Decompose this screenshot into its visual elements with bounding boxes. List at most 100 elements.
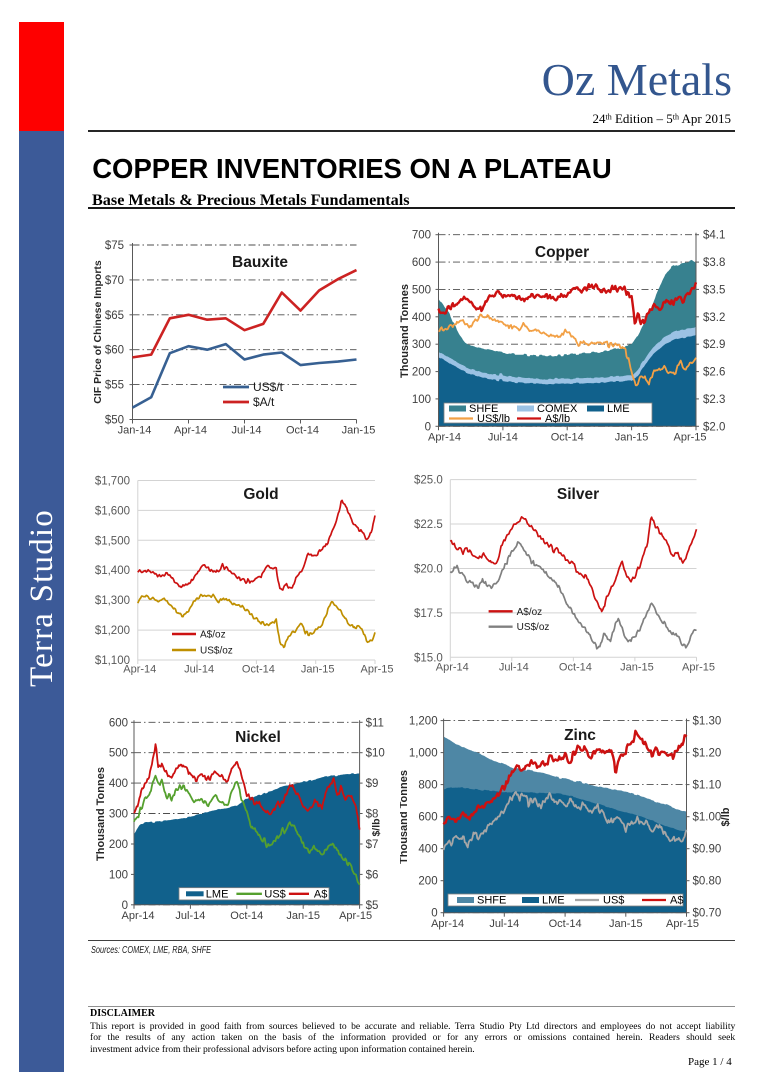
svg-text:0: 0 [431,908,437,920]
svg-text:SHFE: SHFE [469,403,498,415]
svg-text:$22.5: $22.5 [414,519,443,531]
svg-text:100: 100 [109,869,128,881]
svg-text:$1,500: $1,500 [95,535,130,547]
svg-text:Jul-14: Jul-14 [175,910,205,922]
svg-text:$7: $7 [366,839,379,851]
svg-text:$1,100: $1,100 [95,655,130,667]
svg-text:$0.70: $0.70 [693,908,722,920]
svg-text:$1,700: $1,700 [95,476,130,488]
svg-text:$15.0: $15.0 [414,652,443,664]
svg-text:0: 0 [425,421,431,433]
svg-text:$1,300: $1,300 [95,595,130,607]
svg-text:$70: $70 [105,275,124,287]
svg-text:100: 100 [412,394,431,406]
svg-text:Apr-15: Apr-15 [666,918,699,930]
svg-text:$0.80: $0.80 [693,876,722,888]
svg-text:Thousand Tonnes: Thousand Tonnes [400,284,411,378]
svg-text:Jul-14: Jul-14 [489,918,519,930]
svg-text:Oct-14: Oct-14 [242,664,275,676]
svg-text:Apr-14: Apr-14 [174,425,207,437]
svg-text:$50: $50 [105,415,124,427]
svg-text:$1.30: $1.30 [693,716,722,728]
svg-text:US$/lb: US$/lb [477,413,510,425]
svg-text:Nickel: Nickel [235,729,281,746]
svg-text:Bauxite: Bauxite [232,254,288,271]
svg-text:Copper: Copper [535,244,589,261]
svg-text:Oct-14: Oct-14 [286,425,319,437]
svg-text:$75: $75 [105,240,124,252]
svg-text:$5: $5 [366,900,379,912]
svg-text:200: 200 [109,839,128,851]
svg-text:$2.0: $2.0 [703,421,725,433]
svg-text:A$: A$ [670,895,683,907]
svg-text:$4.1: $4.1 [703,230,725,242]
svg-text:$/lb: $/lb [720,807,732,826]
svg-text:600: 600 [109,717,128,729]
svg-text:$10: $10 [366,748,385,760]
svg-text:$A/t: $A/t [253,395,275,409]
svg-text:A$: A$ [314,888,327,900]
svg-text:Zinc: Zinc [564,727,596,744]
svg-text:$1.00: $1.00 [693,812,722,824]
svg-text:Apr-15: Apr-15 [682,661,715,673]
svg-text:$6: $6 [366,869,379,881]
svg-text:700: 700 [412,230,431,242]
svg-text:Jul-14: Jul-14 [232,425,262,437]
svg-text:Oct-14: Oct-14 [230,910,263,922]
svg-text:Jan-15: Jan-15 [620,661,654,673]
svg-text:1,000: 1,000 [409,748,438,760]
svg-text:Apr-14: Apr-14 [436,661,469,673]
svg-text:$25.0: $25.0 [414,475,443,487]
svg-text:Gold: Gold [243,486,278,503]
svg-text:$2.3: $2.3 [703,394,725,406]
svg-text:500: 500 [412,284,431,296]
svg-text:US$/t: US$/t [253,380,284,394]
svg-text:400: 400 [418,844,437,856]
svg-text:Jul-14: Jul-14 [499,661,529,673]
svg-text:$1.20: $1.20 [693,748,722,760]
svg-text:$2.9: $2.9 [703,339,725,351]
svg-text:CIF Price of Chinese Imports: CIF Price of Chinese Imports [92,260,104,404]
svg-text:$1.10: $1.10 [693,780,722,792]
svg-text:$11: $11 [366,717,384,729]
svg-text:$60: $60 [105,345,124,357]
svg-text:$3.5: $3.5 [703,284,725,296]
svg-text:600: 600 [412,257,431,269]
svg-text:$1,200: $1,200 [95,625,130,637]
svg-text:Apr-14: Apr-14 [428,431,461,443]
svg-text:200: 200 [418,876,437,888]
svg-text:Jan-15: Jan-15 [609,918,643,930]
svg-text:$2.6: $2.6 [703,367,725,379]
svg-text:Oct-14: Oct-14 [559,661,592,673]
svg-text:A$/lb: A$/lb [545,413,570,425]
svg-text:LME: LME [607,403,630,415]
svg-text:US$: US$ [603,895,624,907]
svg-text:Jan-14: Jan-14 [118,425,152,437]
svg-text:COMEX: COMEX [537,403,578,415]
svg-text:Silver: Silver [557,486,599,503]
svg-text:0: 0 [122,900,128,912]
svg-text:$1,600: $1,600 [95,505,130,517]
svg-text:Apr-14: Apr-14 [121,910,154,922]
svg-text:1,200: 1,200 [409,716,438,728]
svg-text:A$/oz: A$/oz [200,630,226,641]
svg-text:LME: LME [542,895,565,907]
svg-text:Apr-15: Apr-15 [673,431,706,443]
svg-text:Jul-14: Jul-14 [488,431,518,443]
svg-text:300: 300 [109,809,128,821]
svg-text:Jan-15: Jan-15 [615,431,649,443]
svg-text:$65: $65 [105,310,124,322]
svg-text:Oct-14: Oct-14 [551,431,584,443]
svg-text:400: 400 [109,778,128,790]
svg-text:$1,400: $1,400 [95,565,130,577]
svg-text:$20.0: $20.0 [414,564,443,576]
svg-text:Apr-14: Apr-14 [431,918,464,930]
svg-text:Thousand Tonnes: Thousand Tonnes [95,767,107,861]
svg-text:A$/oz: A$/oz [517,607,543,618]
svg-text:Apr-14: Apr-14 [123,664,156,676]
svg-text:US$/oz: US$/oz [517,622,550,633]
svg-text:200: 200 [412,367,431,379]
svg-text:$17.5: $17.5 [414,608,443,620]
svg-text:Oct-14: Oct-14 [549,918,582,930]
svg-text:$3.2: $3.2 [703,312,725,324]
